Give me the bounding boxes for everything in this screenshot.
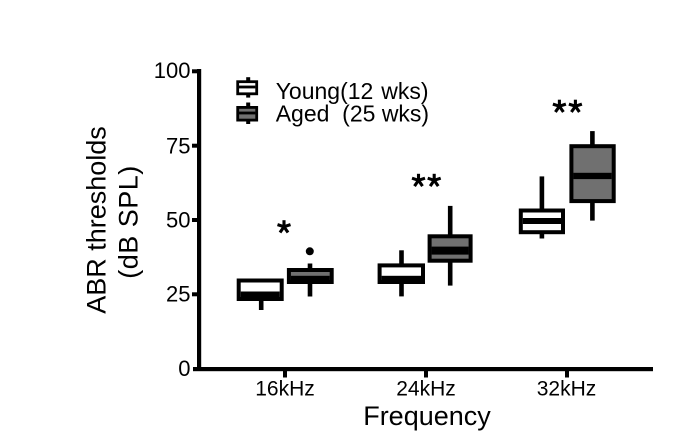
svg-text:32kHz: 32kHz [537,378,597,401]
svg-text:Frequency: Frequency [363,401,491,431]
svg-text:16kHz: 16kHz [255,378,315,401]
svg-text:ABR thresholds: ABR thresholds [82,126,112,314]
svg-text:(dB SPL): (dB SPL) [114,165,144,279]
svg-text:100: 100 [154,58,191,83]
svg-text:Young(12 wks): Young(12 wks) [276,78,429,104]
svg-text:24kHz: 24kHz [396,378,456,401]
svg-text:50: 50 [166,208,190,233]
svg-text:0: 0 [178,356,190,381]
svg-text:Aged (25 wks): Aged (25 wks) [276,101,429,127]
svg-text:25: 25 [166,282,190,307]
svg-text:75: 75 [166,134,190,159]
